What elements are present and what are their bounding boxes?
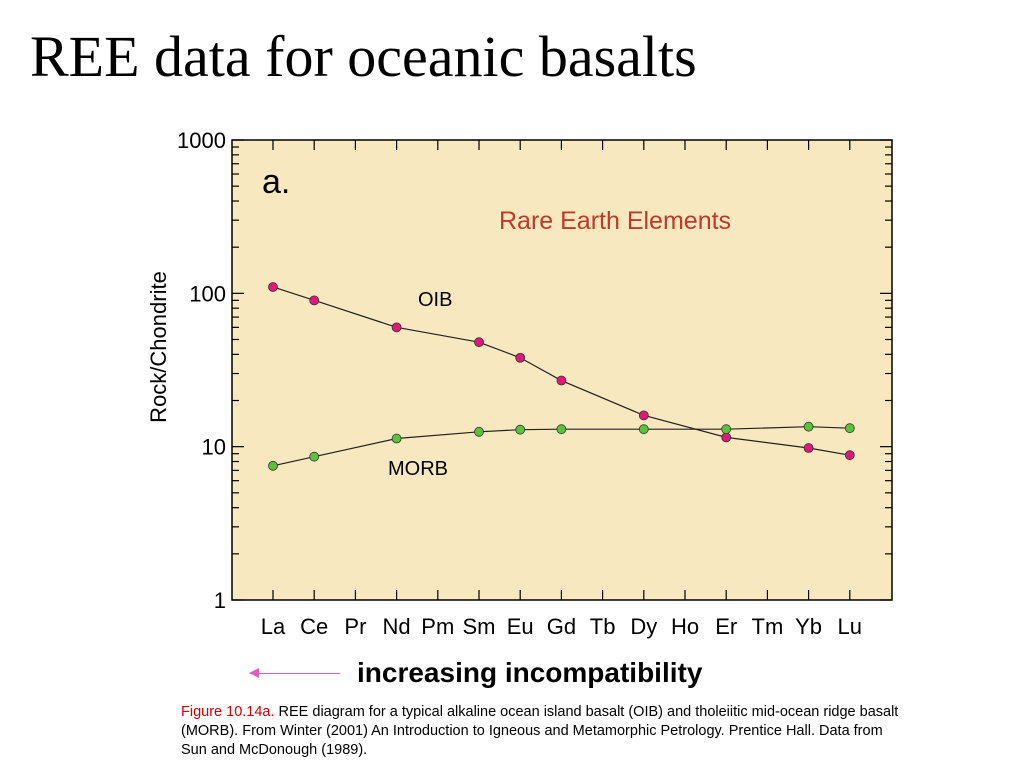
arrow-label: increasing incompatibility	[357, 657, 703, 688]
data-point-oib	[638, 410, 649, 421]
x-tick-label: Ce	[300, 614, 328, 639]
series-label-oib: OIB	[418, 289, 452, 311]
arrow-left-icon	[249, 668, 259, 678]
data-point-oib	[515, 352, 526, 363]
x-tick-label: Pm	[421, 614, 454, 639]
x-tick-label: Dy	[630, 614, 657, 639]
caption-figure-label: Figure 10.14a.	[181, 704, 275, 720]
data-point-oib	[268, 282, 278, 292]
chart-title: Rare Earth Elements	[499, 207, 731, 235]
x-tick-label: Tb	[590, 614, 616, 639]
data-point-oib	[474, 337, 484, 348]
data-point-oib	[309, 295, 320, 306]
x-tick-label: La	[261, 614, 286, 639]
series-lines	[272, 286, 850, 467]
x-tick-label: Ho	[671, 614, 699, 639]
data-point-morb	[474, 426, 484, 437]
axis-labels: 1 10 100 1000 La Ce Pr Nd Pm Sm Eu Gd Tb Dy Ho Er Tm Yb Lu…	[177, 128, 862, 639]
x-tick-label: Pr	[344, 614, 366, 639]
series-label-morb: MORB	[388, 458, 448, 480]
series-points	[268, 282, 855, 471]
caption-text: REE diagram for a typical alkaline ocean…	[181, 704, 899, 758]
data-point-morb	[556, 424, 567, 435]
x-tick-label: Eu	[507, 614, 534, 639]
data-point-oib	[803, 443, 814, 453]
data-point-morb	[309, 451, 320, 462]
y-tick-label: 1	[214, 588, 226, 613]
data-point-oib	[556, 375, 567, 386]
panel-label: a.	[262, 163, 290, 201]
figure-caption: Figure 10.14a. REE diagram for a typical…	[181, 703, 901, 760]
data-point-oib	[391, 322, 402, 333]
series-line-morb	[272, 426, 850, 467]
data-point-morb	[268, 460, 278, 471]
y-tick-label: 10	[202, 435, 226, 460]
x-tick-label: Gd	[547, 614, 576, 639]
incompatibility-arrow-line	[250, 673, 340, 674]
x-tick-label: Er	[715, 614, 737, 639]
y-tick-label: 100	[189, 281, 226, 306]
data-point-morb	[391, 433, 402, 444]
ree-chart: 1 10 100 1000 La Ce Pr Nd Pm Sm Eu Gd Tb Dy Ho Er Tm Yb Lu…	[146, 128, 893, 639]
plot-background	[231, 139, 893, 601]
y-tick-label: 1000	[177, 128, 226, 153]
data-point-morb	[721, 424, 732, 435]
data-point-oib	[844, 450, 855, 461]
x-tick-label: Nd	[383, 614, 411, 639]
x-tick-label: Tm	[752, 614, 784, 639]
slide-title: REE data for oceanic basalts	[30, 24, 697, 89]
x-tick-label: Lu	[838, 614, 862, 639]
axis-ticks	[232, 139, 892, 601]
data-point-morb	[515, 424, 526, 435]
x-tick-label: Yb	[795, 614, 822, 639]
data-point-oib	[721, 432, 732, 443]
x-tick-label: Sm	[463, 614, 496, 639]
data-point-morb	[803, 421, 814, 432]
data-point-morb	[638, 424, 649, 435]
data-point-morb	[844, 423, 855, 434]
series-line-oib	[272, 286, 850, 456]
y-axis-label: Rock/Chondrite	[146, 271, 171, 423]
